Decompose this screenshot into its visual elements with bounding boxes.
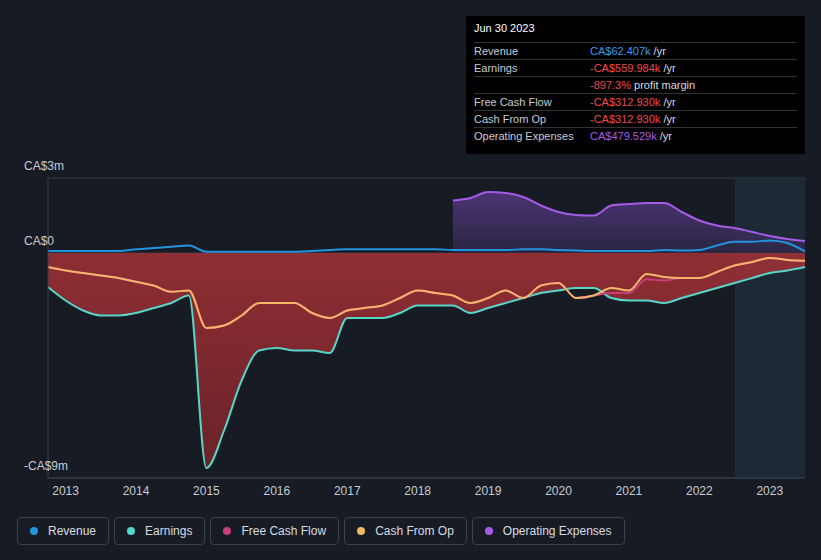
html-text:Free Cash Flow: Free Cash Flow xyxy=(241,524,327,538)
html-text:-CA$312.930k /yr: -CA$312.930k /yr xyxy=(590,96,676,108)
svg-text:2015: 2015 xyxy=(193,484,220,498)
html-text:Revenue: Revenue xyxy=(474,45,518,57)
html-text:-897.3% profit margin: -897.3% profit margin xyxy=(590,79,696,91)
html-text:Cash From Op: Cash From Op xyxy=(375,524,454,538)
svg-text:2022: 2022 xyxy=(686,484,713,498)
svg-text:2013: 2013 xyxy=(52,484,79,498)
html-text:CA$479.529k /yr: CA$479.529k /yr xyxy=(590,130,672,142)
svg-text:CA$0: CA$0 xyxy=(24,234,54,248)
svg-text:2023: 2023 xyxy=(756,484,783,498)
html-text:Revenue: Revenue xyxy=(48,524,96,538)
svg-text:2016: 2016 xyxy=(264,484,291,498)
html-text:Earnings: Earnings xyxy=(474,62,518,74)
html-text:Cash From Op: Cash From Op xyxy=(474,113,547,125)
svg-text:2014: 2014 xyxy=(123,484,150,498)
svg-text:2018: 2018 xyxy=(404,484,431,498)
html-text:Operating Expenses: Operating Expenses xyxy=(474,130,574,142)
html-text:-CA$559.984k /yr: -CA$559.984k /yr xyxy=(590,62,676,74)
svg-text:CA$3m: CA$3m xyxy=(24,159,64,173)
html-text:Free Cash Flow: Free Cash Flow xyxy=(474,96,552,108)
svg-text:2020: 2020 xyxy=(545,484,572,498)
html-text:Earnings: Earnings xyxy=(145,524,193,538)
svg-text:2021: 2021 xyxy=(616,484,643,498)
svg-text:2017: 2017 xyxy=(334,484,361,498)
html-text:Jun 30 2023: Jun 30 2023 xyxy=(474,22,535,34)
html-text:CA$62.407k /yr: CA$62.407k /yr xyxy=(590,45,666,57)
svg-text:-CA$9m: -CA$9m xyxy=(24,459,68,473)
html-text:-CA$312.930k /yr: -CA$312.930k /yr xyxy=(590,113,676,125)
svg-text:2019: 2019 xyxy=(475,484,502,498)
html-text:Operating Expenses: Operating Expenses xyxy=(502,524,612,538)
